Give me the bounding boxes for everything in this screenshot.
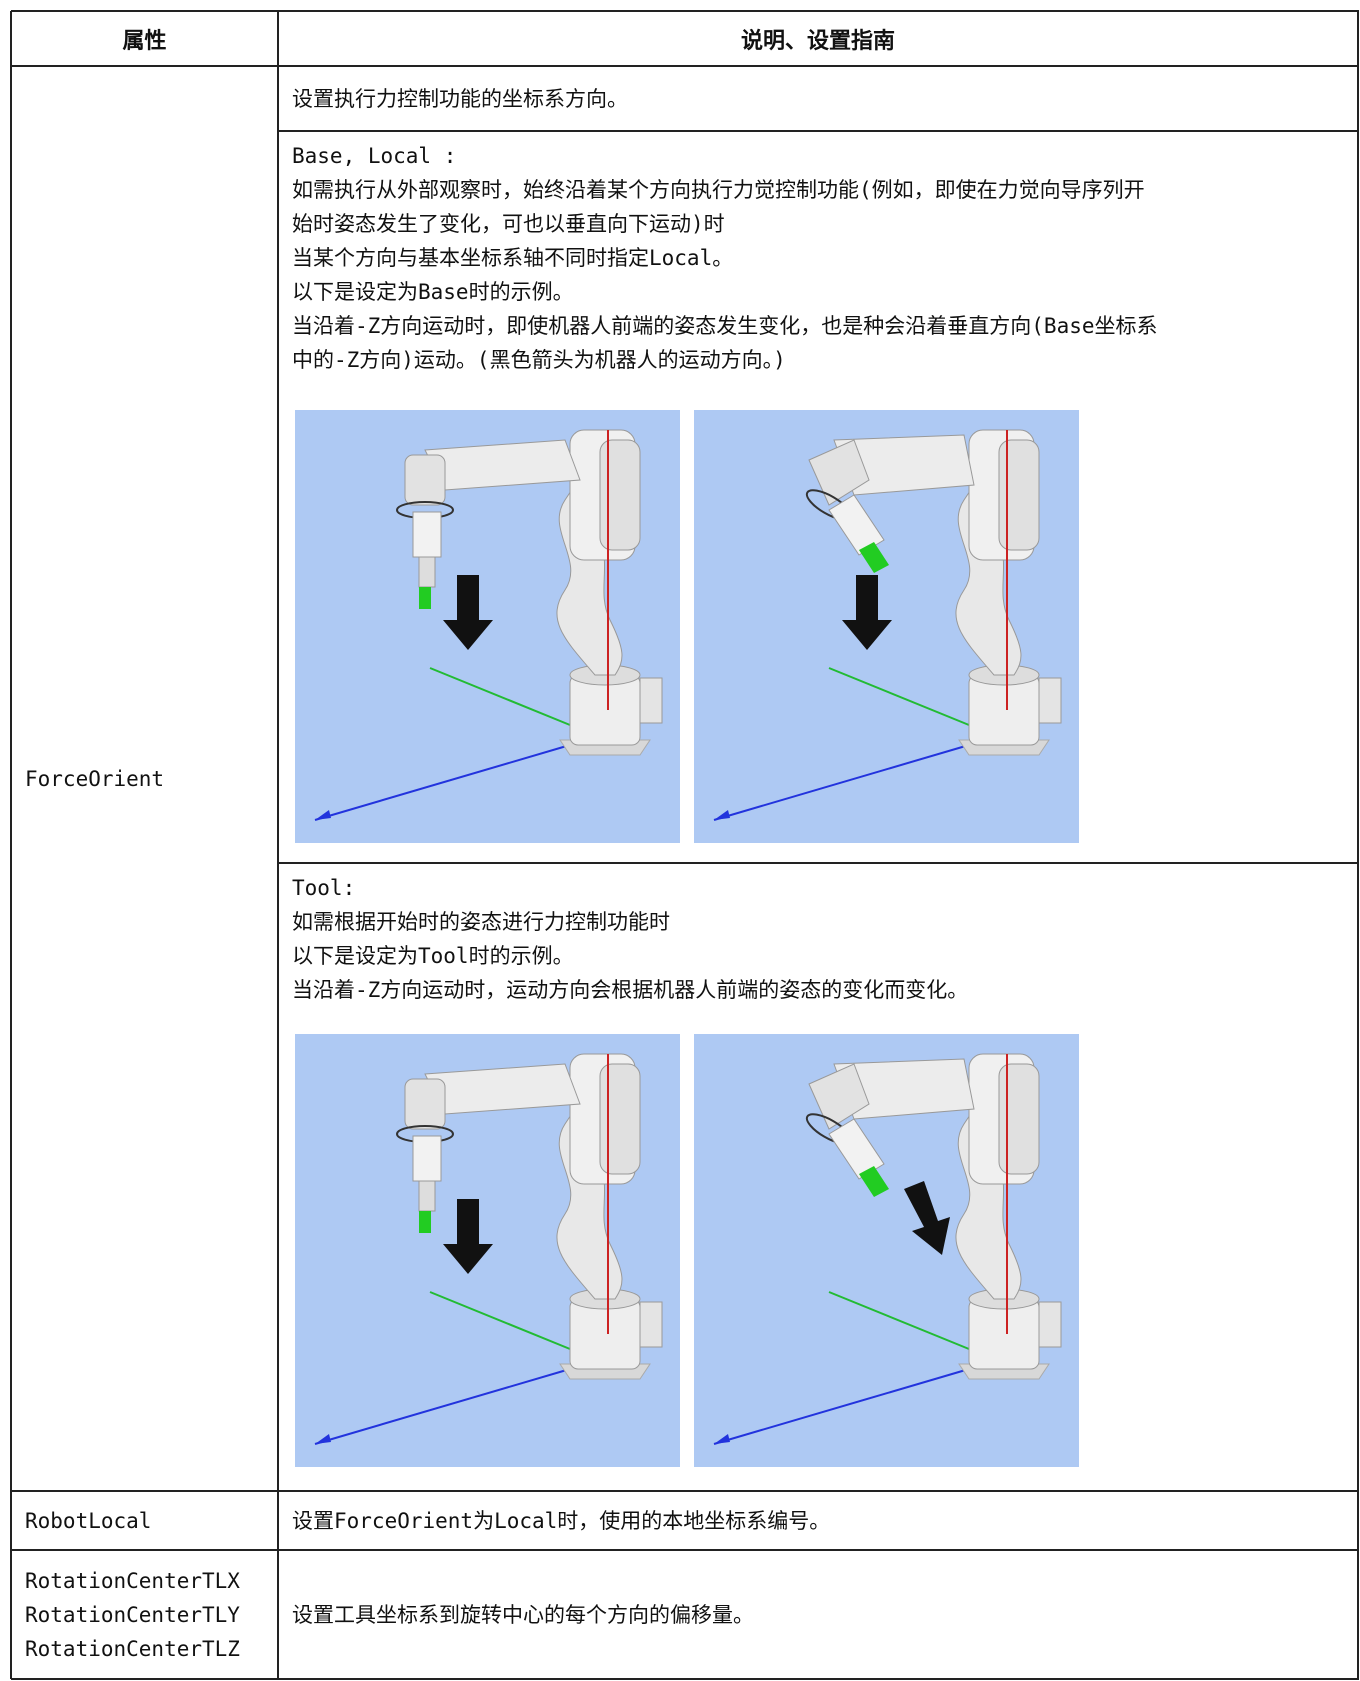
description: 设置工具坐标系到旋转中心的每个方向的偏移量。 bbox=[278, 1550, 1358, 1679]
column-border bbox=[277, 11, 279, 1679]
text-line: 始时姿态发生了变化，可也以垂直向下运动)时 bbox=[292, 212, 725, 236]
text-line: Tool: bbox=[292, 876, 356, 900]
robot-illustration bbox=[694, 1034, 1079, 1467]
text-line: 以下是设定为Base时的示例。 bbox=[292, 280, 574, 304]
text-line: 如需执行从外部观察时，始终沿着某个方向执行力觉控制功能(例如，即使在力觉向导序列… bbox=[292, 178, 1145, 202]
row-border bbox=[11, 1490, 1359, 1492]
robot-illustration bbox=[694, 410, 1079, 843]
header-cell: 属性 bbox=[122, 28, 167, 54]
row-border bbox=[11, 1678, 1359, 1680]
column-border bbox=[10, 11, 12, 1679]
text-block: RotationCenterTLX RotationCenterTLY Rotati… bbox=[25, 1564, 240, 1666]
row-border bbox=[11, 65, 1359, 67]
text-block: 设置工具坐标系到旋转中心的每个方向的偏移量。 bbox=[292, 1598, 754, 1632]
robot-illustration bbox=[295, 410, 680, 843]
text-line: 设置ForceOrient为Local时，使用的本地坐标系编号。 bbox=[292, 1508, 831, 1533]
text-line: Base, Local : bbox=[292, 144, 457, 168]
text-line: 以下是设定为Tool时的示例。 bbox=[292, 944, 574, 968]
row-border bbox=[11, 10, 1359, 12]
description: 设置ForceOrient为Local时，使用的本地坐标系编号。 bbox=[278, 1491, 1358, 1550]
text-line: 当沿着-Z方向运动时，运动方向会根据机器人前端的姿态的变化而变化。 bbox=[292, 978, 969, 1002]
text-line: RotationCenterTLZ bbox=[25, 1636, 240, 1661]
text-line: 当某个方向与基本坐标系轴不同时指定Local。 bbox=[292, 246, 734, 270]
attribute-name: ForceOrient bbox=[25, 766, 165, 791]
attribute-name: RobotLocal bbox=[25, 1508, 152, 1533]
row-border bbox=[11, 1549, 1359, 1551]
text-line: 当沿着-Z方向运动时，即使机器人前端的姿态发生变化，也是种会沿着垂直方向(Bas… bbox=[292, 314, 1158, 338]
description: Tool: 如需根据开始时的姿态进行力控制功能时 以下是设定为Tool时的示例。当沿… bbox=[278, 863, 1358, 1491]
text-line: 如需根据开始时的姿态进行力控制功能时 bbox=[292, 910, 670, 934]
text-block: 设置ForceOrient为Local时，使用的本地坐标系编号。 bbox=[292, 1504, 830, 1538]
robot-illustration bbox=[295, 1034, 680, 1467]
row-border bbox=[278, 130, 1359, 132]
text-line: RotationCenterTLY bbox=[25, 1602, 240, 1627]
text-line: 中的-Z方向)运动。(黑色箭头为机器人的运动方向。) bbox=[292, 348, 786, 372]
description: Base, Local : 如需执行从外部观察时，始终沿着某个方向执行力觉控制功能… bbox=[278, 131, 1358, 863]
column-border bbox=[1357, 11, 1359, 1679]
row-border bbox=[278, 862, 1359, 864]
description: 设置执行力控制功能的坐标系方向。 bbox=[278, 66, 1358, 131]
text-line: 设置执行力控制功能的坐标系方向。 bbox=[292, 86, 628, 111]
text-line: 设置工具坐标系到旋转中心的每个方向的偏移量。 bbox=[292, 1602, 754, 1627]
text-line: RotationCenterTLX bbox=[25, 1568, 240, 1593]
text-block: 设置执行力控制功能的坐标系方向。 bbox=[292, 82, 628, 116]
attribute-name: RotationCenterTLX RotationCenterTLY Rotati… bbox=[11, 1550, 278, 1679]
header-cell: 说明、设置指南 bbox=[740, 28, 895, 54]
